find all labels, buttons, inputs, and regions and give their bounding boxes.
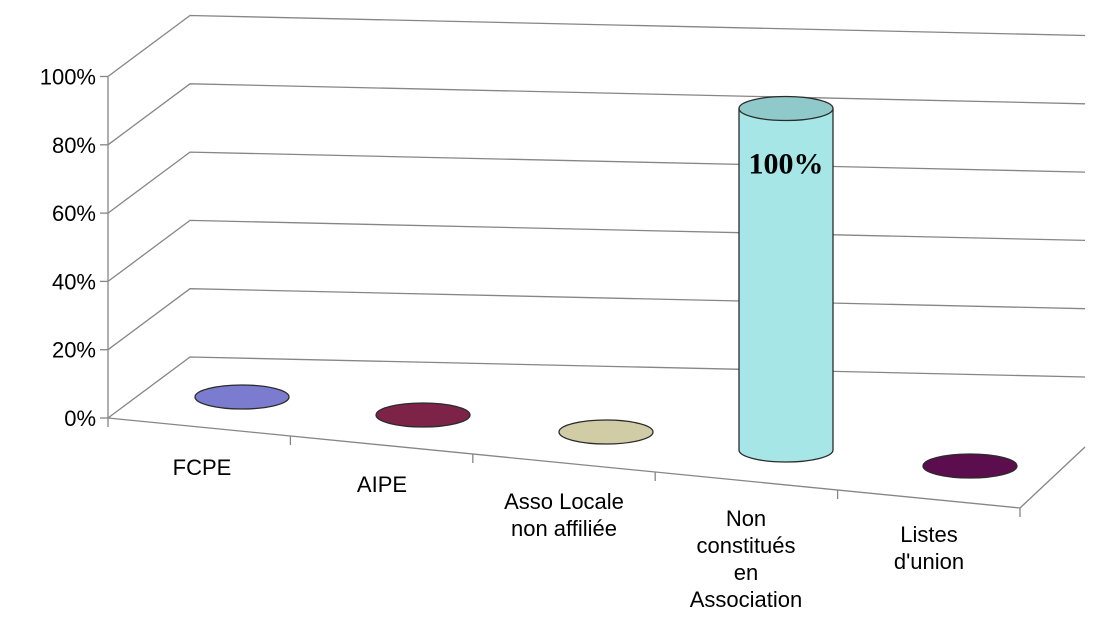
bar: 100% (738, 95, 834, 463)
category-label: Non constitués en Association (690, 506, 803, 612)
bar (558, 419, 654, 445)
data-label: 100% (749, 148, 824, 181)
category-labels: FCPE AIPE Asso Locale non affiliée Non consti… (173, 455, 964, 612)
category-label: Listes d'union (894, 522, 964, 574)
y-tick-labels: 0% 20% 40% 60% 80% 100% (40, 65, 96, 432)
gridline (107, 151, 1086, 214)
gridline (107, 288, 1086, 351)
y-tick-label: 80% (52, 133, 96, 158)
y-tick-label: 40% (52, 269, 96, 294)
bar-body (738, 107, 834, 463)
y-tick-label: 60% (52, 201, 96, 226)
bar (194, 384, 290, 410)
category-label: FCPE (173, 455, 232, 480)
y-tick-label: 100% (40, 65, 96, 90)
bar-top (738, 95, 834, 122)
bars: 100% (194, 95, 1018, 479)
bar (375, 402, 471, 428)
bar (922, 453, 1018, 479)
floor-right-edge (1019, 446, 1086, 509)
category-label: Asso Locale non affiliée (504, 489, 624, 541)
gridline (107, 83, 1086, 146)
category-label: AIPE (357, 472, 407, 497)
axes (100, 75, 1086, 517)
bar-disc (558, 419, 654, 445)
gridline (107, 219, 1086, 282)
x-axis (107, 417, 1021, 509)
gridlines (107, 14, 1086, 419)
bar-disc (194, 384, 290, 410)
y-tick-label: 0% (64, 406, 96, 431)
gridline (107, 14, 1086, 78)
bar-disc (922, 453, 1018, 479)
y-tick-label: 20% (52, 338, 96, 363)
bar-disc (375, 402, 471, 428)
